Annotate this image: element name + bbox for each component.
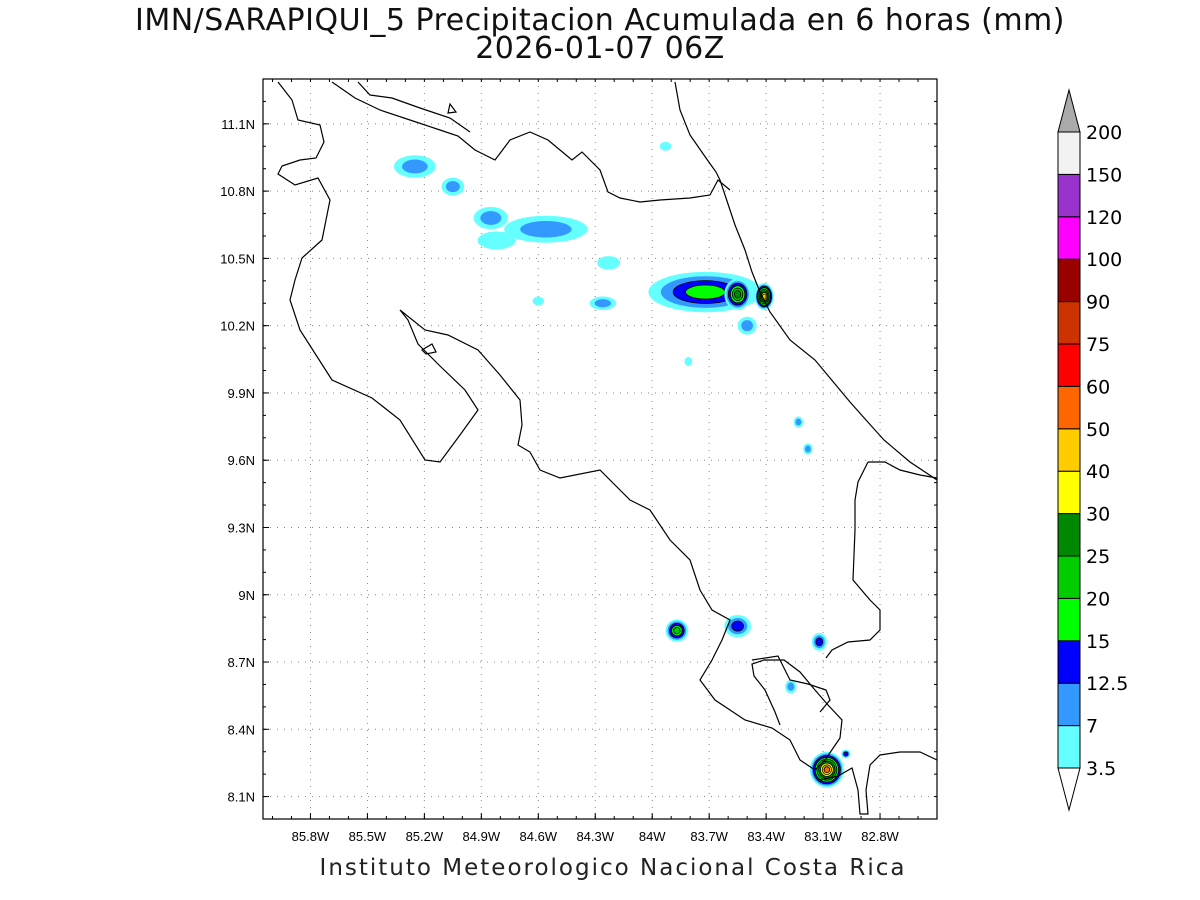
colorbar-segment (1057, 682, 1081, 727)
lon-tick-label: 83.4W (747, 829, 785, 844)
precip-band (734, 290, 742, 299)
lat-tick-label: 9.9N (228, 386, 255, 401)
precip-contours (394, 141, 851, 788)
lat-tick-label: 9.6N (228, 453, 255, 468)
colorbar-level-label: 25 (1086, 546, 1110, 568)
lon-tick-label: 85.8W (292, 829, 330, 844)
precip-band (804, 445, 811, 453)
precip-band (445, 181, 460, 193)
colorbar-segment (1057, 725, 1081, 769)
colorbar-segment (1057, 301, 1081, 345)
colorbar-level-label: 7 (1086, 716, 1098, 738)
lon-tick-label: 84.3W (576, 829, 614, 844)
colorbar-level-label: 100 (1086, 249, 1122, 271)
grid-lines (263, 79, 937, 819)
lat-tick-label: 10.8N (220, 184, 255, 199)
lat-tick-label: 10.2N (220, 319, 255, 334)
colorbar-segment (1057, 640, 1081, 684)
precip-band (520, 220, 572, 238)
precip-band (823, 766, 831, 774)
lon-tick-label: 84W (639, 829, 666, 844)
colorbar-segment (1057, 173, 1081, 218)
colorbar-segment (1057, 216, 1081, 260)
colorbar-segment (1057, 343, 1081, 387)
colorbar-segment (1057, 258, 1081, 303)
lat-tick-label: 10.5N (220, 251, 255, 266)
lat-tick-label: 9.3N (228, 520, 255, 535)
precip-band (594, 299, 612, 308)
lat-tick-label: 8.1N (228, 790, 255, 805)
lon-tick-label: 82.8W (861, 829, 899, 844)
lon-tick-label: 84.6W (520, 829, 558, 844)
colorbar-segment (1057, 131, 1081, 175)
lat-tick-label: 8.4N (228, 722, 255, 737)
colorbar-level-label: 20 (1086, 588, 1110, 610)
precip-band (741, 320, 753, 332)
precip-band (684, 357, 693, 367)
coastline (277, 81, 937, 815)
plot-subtitle-date: 2026-01-07 06Z (475, 31, 725, 66)
precip-band (659, 141, 672, 151)
colorbar-level-label: 15 (1086, 631, 1110, 653)
precip-band (787, 682, 795, 691)
colorbar-level-label: 30 (1086, 504, 1110, 526)
map-frame (262, 78, 938, 820)
colorbar-segment (1057, 385, 1081, 430)
precip-band (480, 211, 502, 225)
longitude-tick-labels: 85.8W 85.5W 85.2W 84.9W 84.6W 84.3W 84W 83.7W 83… (271, 79, 938, 844)
precip-band (597, 256, 620, 270)
lon-tick-label: 85.2W (406, 829, 444, 844)
lon-tick-label: 83.1W (804, 829, 842, 844)
latitude-tick-labels: 11.1N 10.8N 10.5N 10.2N 9.9N 9.6N 9.3N 9N 8.7N 8.… (220, 78, 937, 820)
colorbar-level-label: 3.5 (1086, 758, 1116, 780)
colorbar-level-label: 200 (1086, 122, 1122, 144)
colorbar-segment (1057, 555, 1081, 599)
precip-band (815, 637, 824, 647)
precip-band (731, 620, 744, 632)
colorbar-segment (1057, 597, 1081, 642)
precip-band (843, 751, 849, 757)
precip-band (673, 627, 681, 635)
colorbar-level-label: 150 (1086, 164, 1122, 186)
colorbar-lower-triangle (1057, 767, 1081, 812)
colorbar-level-label: 120 (1086, 207, 1122, 229)
lon-tick-label: 83.7W (690, 829, 728, 844)
colorbar-level-label: 50 (1086, 419, 1110, 441)
precip-band (402, 159, 428, 174)
precip-band (477, 231, 516, 250)
lat-tick-label: 8.7N (228, 655, 255, 670)
colorbar-upper-triangle (1057, 88, 1081, 133)
colorbar-level-label: 75 (1086, 334, 1110, 356)
colorbar-segment (1057, 513, 1081, 557)
precip-band (795, 418, 802, 426)
colorbar-segment (1057, 428, 1081, 472)
colorbar-segment (1057, 470, 1081, 515)
footer-credit: Instituto Meteorologico Nacional Costa R… (319, 855, 907, 881)
colorbar-level-label: 90 (1086, 292, 1110, 314)
lat-tick-label: 11.1N (221, 117, 255, 132)
lon-tick-label: 85.5W (349, 829, 387, 844)
precip-band (532, 296, 544, 306)
colorbar-level-label: 40 (1086, 461, 1110, 483)
colorbar-level-label: 60 (1086, 376, 1110, 398)
lon-tick-label: 84.9W (463, 829, 501, 844)
lat-tick-label: 9N (238, 588, 255, 603)
plot-title: IMN/SARAPIQUI_5 Precipitacion Acumulada … (135, 3, 1065, 38)
precip-band (685, 284, 726, 300)
colorbar-level-label: 12.5 (1086, 673, 1128, 695)
colorbar-legend: 3.5 7 12.5 15 20 25 30 40 50 60 75 90 100 120 150 200 (1057, 88, 1128, 812)
